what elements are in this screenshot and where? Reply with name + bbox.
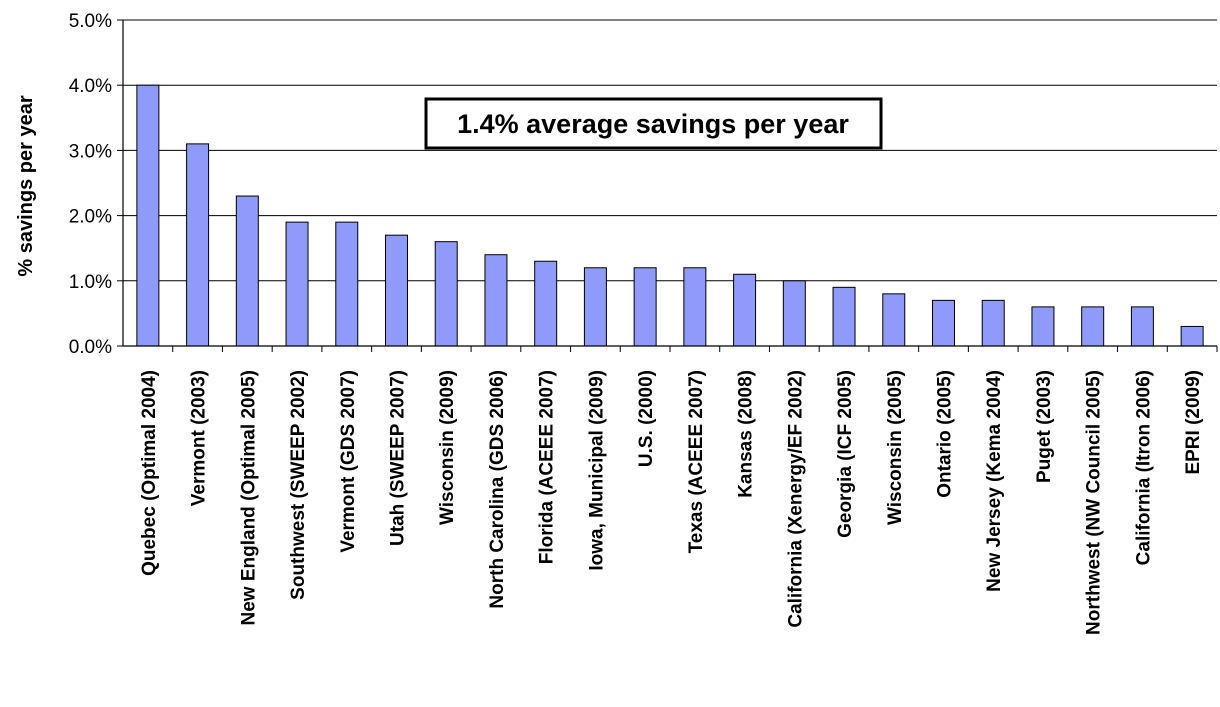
bar (136, 84, 160, 347)
annotation-text: 1.4% average savings per year (457, 109, 849, 139)
bar (583, 267, 607, 347)
y-tick-label: 0.0% (69, 337, 112, 358)
x-tick-label: California (Itron 2006) (1133, 370, 1154, 565)
x-tick-label: Florida (ACEEE 2007) (537, 370, 558, 564)
bar (235, 195, 259, 347)
x-tick-label: Utah (SWEEP 2007) (388, 370, 409, 546)
x-tick-label: Georgia (ICF 2005) (835, 370, 856, 538)
x-tick-label: California (Xenergy/EF 2002) (785, 370, 806, 628)
bar (981, 299, 1005, 347)
x-tick-label: Puget (2003) (1034, 370, 1055, 483)
bar (484, 254, 508, 347)
y-tick-label: 1.0% (69, 272, 112, 293)
bar (335, 221, 359, 347)
annotation-box: 1.4% average savings per year (424, 97, 883, 150)
bar (1031, 306, 1055, 347)
y-tick-label: 5.0% (69, 11, 112, 32)
bar (385, 234, 408, 347)
x-tick-label: Wisconsin (2009) (437, 370, 458, 525)
bar (832, 286, 856, 347)
x-tick-label: Northwest (NW Council 2005) (1084, 370, 1105, 635)
y-tick-label: 3.0% (69, 141, 112, 162)
bar (782, 280, 806, 347)
y-tick-label: 4.0% (69, 76, 112, 97)
x-tick-label: Ontario (2005) (935, 370, 956, 498)
x-tick-label: New England (Optimal 2005) (238, 370, 259, 626)
x-tick-label: EPRI (2009) (1183, 370, 1204, 475)
bar (932, 299, 955, 347)
y-tick-label: 2.0% (69, 207, 112, 228)
bar (882, 293, 906, 347)
y-tick-labels: 0.0% 1.0% 2.0% 3.0% 4.0% 5.0% (69, 11, 112, 358)
x-tick-label: Kansas (2008) (736, 370, 757, 498)
bar (1180, 325, 1204, 347)
x-tick-label: Southwest (SWEEP 2002) (288, 370, 309, 600)
y-axis-title: % savings per year (15, 95, 37, 276)
bar (633, 267, 657, 347)
bar (1130, 306, 1154, 347)
x-tick-label: North Carolina (GDS 2006) (487, 370, 508, 609)
x-tick-label: Iowa, Municipal (2009) (586, 370, 607, 571)
x-tick-label: Quebec (Optimal 2004) (139, 370, 160, 576)
bar (434, 241, 458, 347)
grid-lines (117, 19, 1218, 352)
x-tick-labels: Quebec (Optimal 2004) Vermont (2003) New E… (139, 370, 1204, 635)
x-tick-label: U.S. (2000) (636, 370, 657, 467)
bar (683, 267, 707, 347)
x-tick-label: Wisconsin (2005) (885, 370, 906, 525)
bar (1081, 306, 1105, 347)
bar (285, 221, 309, 347)
x-tick-label: Texas (ACEEE 2007) (686, 370, 707, 553)
bar (733, 273, 757, 347)
x-tick-label: Vermont (2003) (189, 370, 210, 506)
axes (122, 20, 1217, 347)
x-tick-label: Vermont (GDS 2007) (338, 370, 359, 553)
x-tick-label: New Jersey (Kema 2004) (984, 370, 1005, 592)
bar (534, 260, 558, 347)
bar (186, 143, 210, 347)
